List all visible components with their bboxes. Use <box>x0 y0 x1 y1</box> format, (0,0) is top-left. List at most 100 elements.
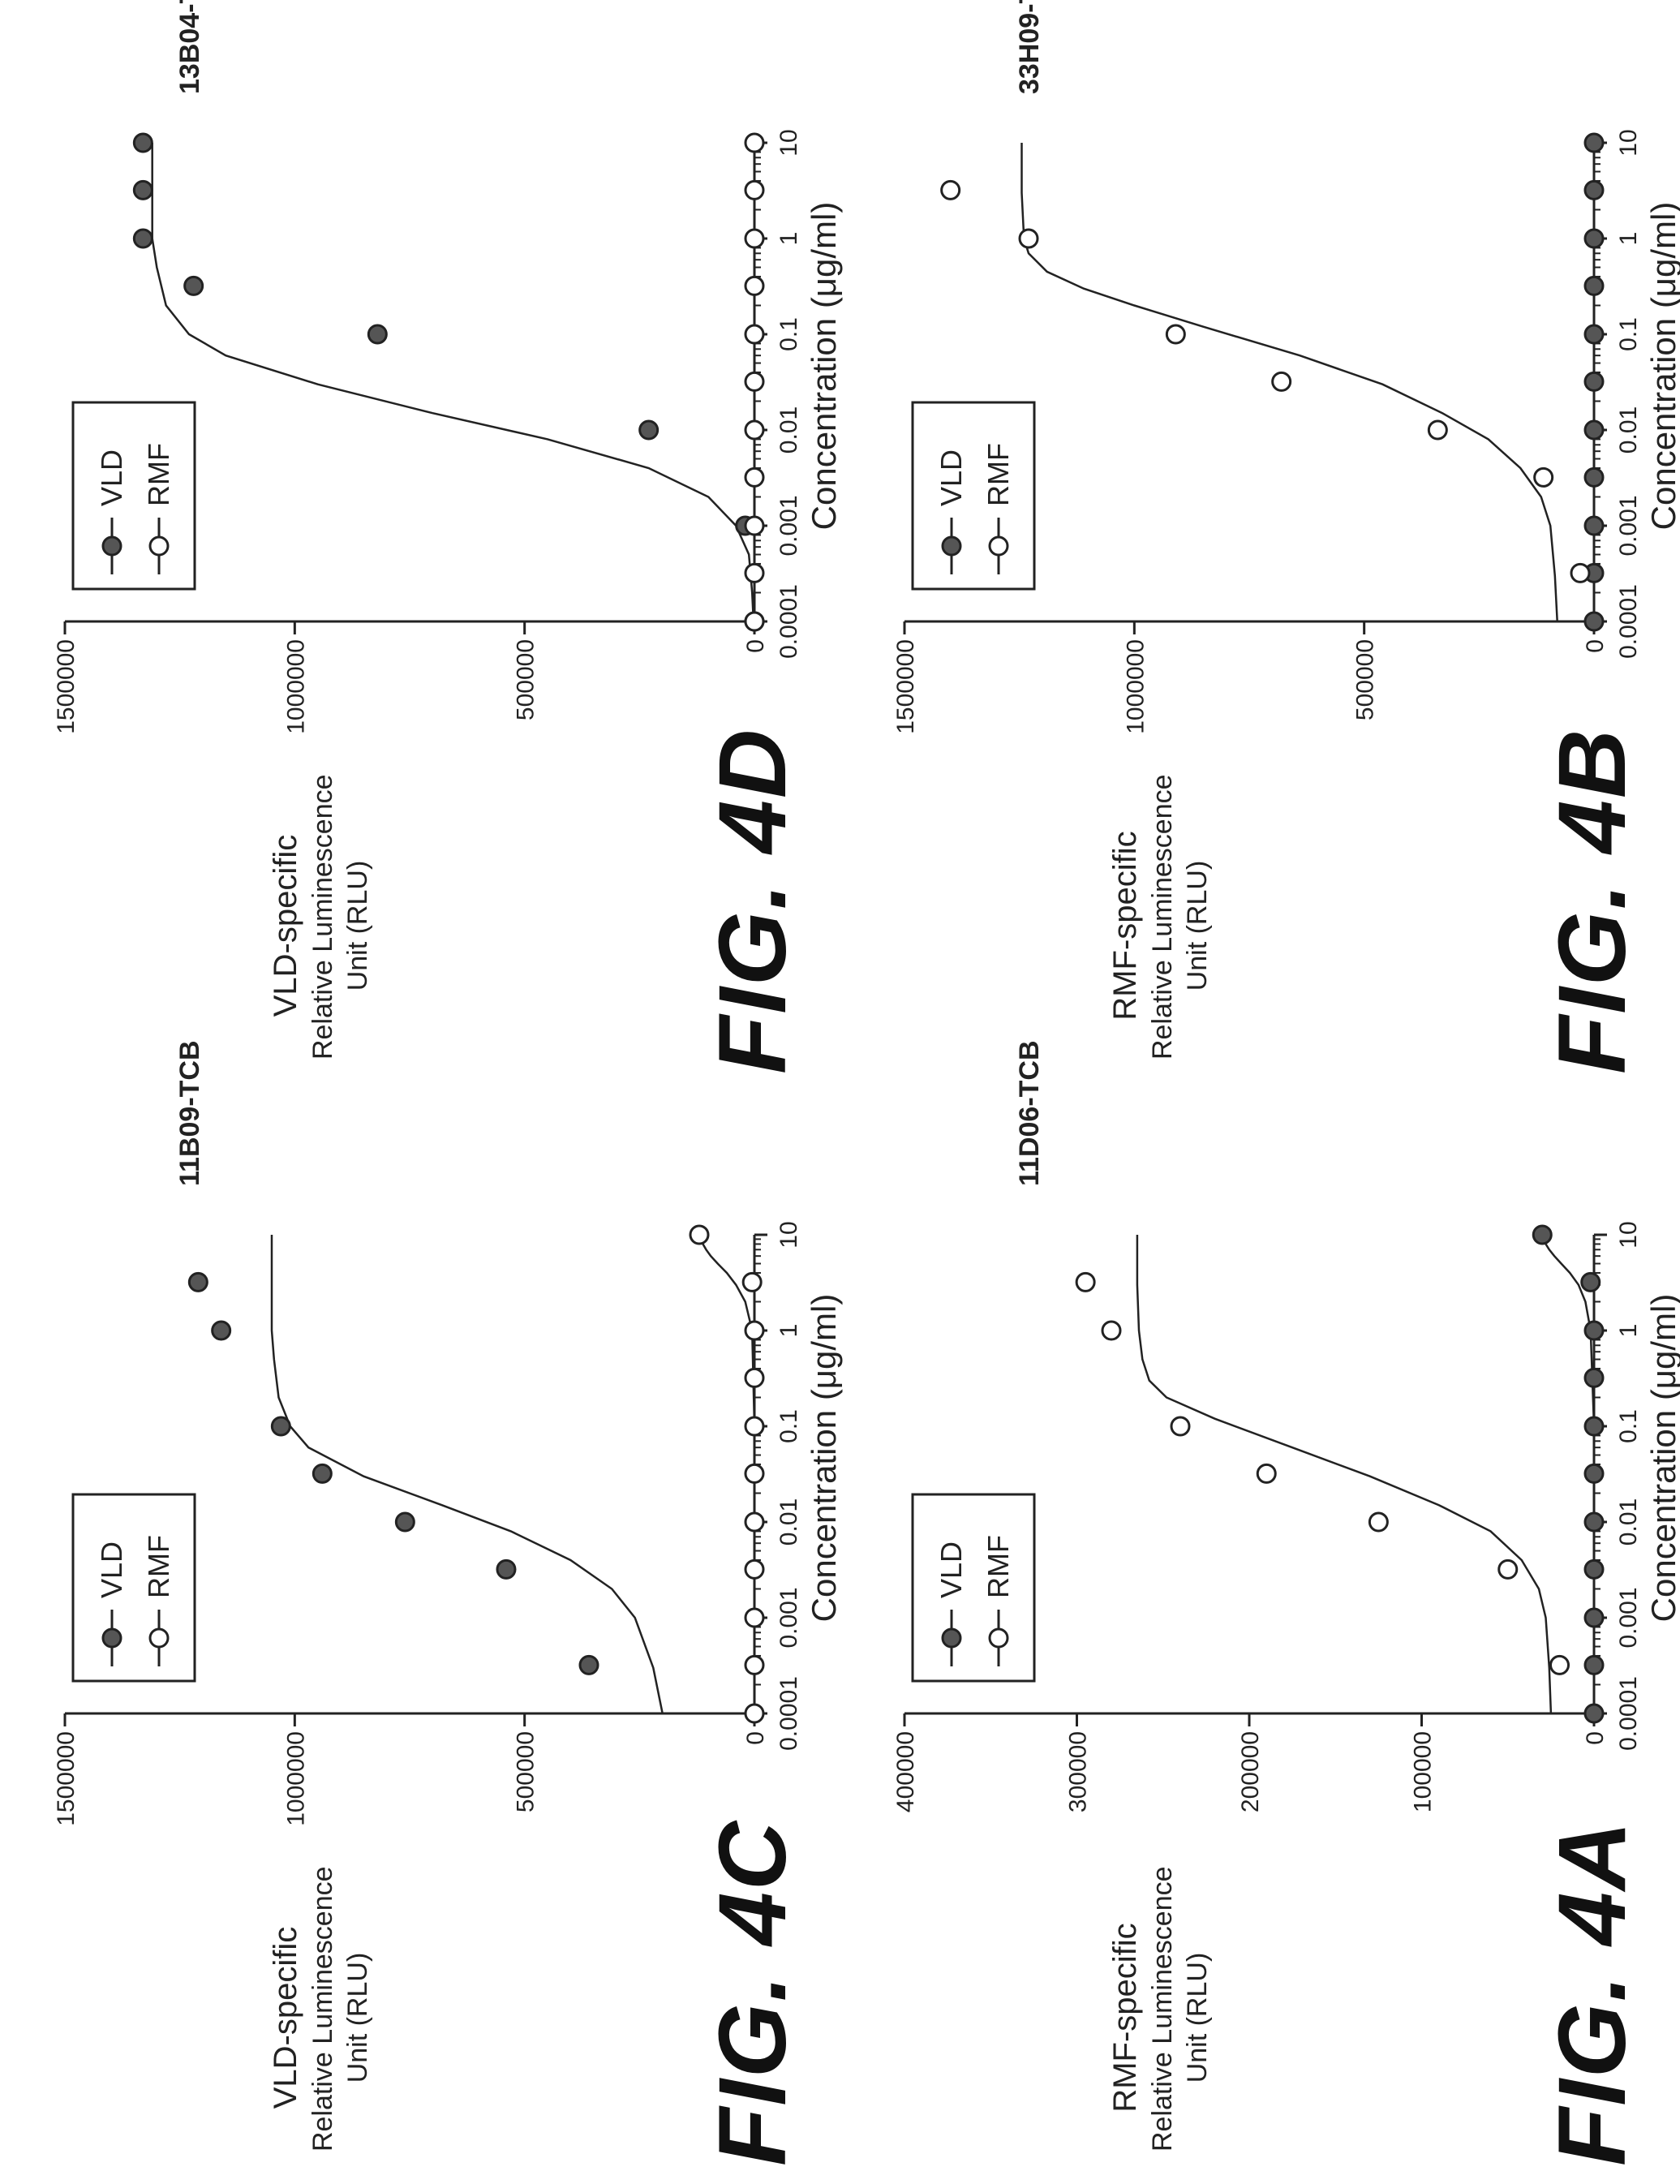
data-point-rmf <box>744 324 765 345</box>
data-point-vld <box>638 419 660 441</box>
data-point-rmf <box>744 275 765 296</box>
data-point-rmf <box>689 1224 710 1245</box>
data-point-vld <box>1583 179 1605 200</box>
data-point-rmf <box>1271 371 1292 392</box>
y-tick-label: 0 <box>742 639 769 653</box>
y-tick-label: 100000 <box>1410 1731 1437 1812</box>
data-point-rmf <box>1368 1511 1389 1533</box>
data-point-rmf <box>744 1558 765 1580</box>
data-point-rmf <box>1101 1320 1122 1341</box>
legend-box <box>911 401 1036 591</box>
x-tick-label: 0.1 <box>776 317 802 351</box>
data-point-rmf <box>744 132 765 153</box>
y-tick-label: 0 <box>1582 639 1609 653</box>
legend-marker <box>941 1627 962 1649</box>
y-tick-label: 200000 <box>1237 1731 1264 1812</box>
x-axis-label: Concentration (μg/ml) <box>1644 1294 1680 1623</box>
legend-label-vld: VLD <box>95 449 128 506</box>
data-point-rmf <box>744 179 765 200</box>
legend-label-vld: VLD <box>935 449 968 506</box>
data-point-rmf <box>744 228 765 249</box>
data-point-rmf <box>744 1463 765 1484</box>
x-axis-label: Concentration (μg/ml) <box>805 1294 843 1623</box>
fit-curve-vld <box>1541 1234 1596 1713</box>
legend-marker <box>101 535 122 557</box>
data-point-vld <box>1583 371 1605 392</box>
x-tick-label: 1 <box>776 232 802 246</box>
x-tick-label: 10 <box>1615 1221 1642 1248</box>
data-point-vld <box>1583 275 1605 296</box>
panel-4d: FIG. 4D VLD-specific Relative Luminescen… <box>0 0 843 1092</box>
data-point-rmf <box>1570 562 1591 583</box>
x-tick-label: 0.01 <box>1615 406 1642 454</box>
legend-label-vld: VLD <box>95 1541 128 1598</box>
data-point-rmf <box>744 562 765 583</box>
data-point-rmf <box>744 1320 765 1341</box>
data-point-vld <box>1583 1607 1605 1628</box>
data-point-vld <box>1583 1511 1605 1533</box>
y-tick-label: 500000 <box>513 1731 539 1812</box>
data-point-rmf <box>744 1367 765 1388</box>
legend-label-rmf: RMF <box>142 1535 175 1598</box>
fit-curve-rmf <box>698 1234 756 1713</box>
x-tick-label: 10 <box>1615 129 1642 156</box>
data-point-rmf <box>744 1703 765 1724</box>
legend-box <box>911 1493 1036 1683</box>
data-point-rmf <box>1533 466 1554 488</box>
panel-4c: FIG. 4C VLD-specific Relative Luminescen… <box>0 1040 843 2184</box>
y-tick-label: 0 <box>742 1731 769 1745</box>
y-tick-label: 1000000 <box>282 1731 309 1826</box>
data-point-vld <box>1583 228 1605 249</box>
data-point-rmf <box>1256 1463 1277 1484</box>
data-point-rmf <box>1549 1654 1570 1675</box>
data-point-vld <box>132 179 153 200</box>
data-point-vld <box>578 1654 599 1675</box>
chart-svg: 0.0001 0.001 0.01 0.1 1 10 0 500000 1000000 15000… <box>53 1221 843 1826</box>
data-point-vld <box>1583 1703 1605 1724</box>
x-axis-label: Concentration (μg/ml) <box>1644 202 1680 531</box>
data-point-vld <box>1583 611 1605 632</box>
data-point-vld <box>394 1511 415 1533</box>
legend-label-rmf: RMF <box>142 443 175 506</box>
legend-marker <box>101 1627 122 1649</box>
legend-label-vld: VLD <box>935 1541 968 1598</box>
y-tick-label: 1500000 <box>53 1731 79 1826</box>
y-tick-label: 500000 <box>513 639 539 720</box>
panel-4b: FIG. 4B RMF-specific Relative Luminescen… <box>840 0 1680 1092</box>
data-point-vld <box>1583 1320 1605 1341</box>
data-point-vld <box>211 1320 232 1341</box>
x-tick-label: 0.001 <box>1615 495 1642 556</box>
chart-svg: 0.0001 0.001 0.01 0.1 1 10 0 500000 1000000 15000… <box>53 129 843 733</box>
x-axis-label: Concentration (μg/ml) <box>805 202 843 531</box>
data-point-vld <box>1583 515 1605 536</box>
data-point-vld <box>1583 1416 1605 1437</box>
y-tick-label: 1000000 <box>1122 639 1149 734</box>
data-point-rmf <box>744 1511 765 1533</box>
legend-marker <box>988 535 1009 557</box>
data-point-rmf <box>744 1607 765 1628</box>
x-tick-label: 0.1 <box>1615 317 1642 351</box>
data-point-rmf <box>741 1271 763 1292</box>
legend-marker <box>148 1627 170 1649</box>
data-point-vld <box>1580 1271 1601 1292</box>
legend-box <box>71 401 196 591</box>
data-point-vld <box>1532 1224 1553 1245</box>
x-tick-label: 0.001 <box>776 1587 802 1648</box>
data-point-vld <box>183 275 204 296</box>
y-tick-label: 400000 <box>892 1731 919 1812</box>
y-tick-label: 1500000 <box>892 639 919 734</box>
data-point-rmf <box>744 466 765 488</box>
legend-label-rmf: RMF <box>982 1535 1015 1598</box>
panel-4a: FIG. 4A RMF-specific Relative Luminescen… <box>840 1040 1680 2184</box>
data-point-vld <box>1583 324 1605 345</box>
data-point-rmf <box>1075 1271 1096 1292</box>
fit-curve-vld <box>151 143 755 622</box>
chart-svg: 0.0001 0.001 0.01 0.1 1 10 0 100000 200000 300000… <box>892 1221 1680 1812</box>
chart-svg: 0.0001 0.001 0.01 0.1 1 10 0 500000 1000000 15000… <box>892 129 1680 734</box>
y-tick-label: 0 <box>1582 1731 1609 1745</box>
data-point-vld <box>270 1416 291 1437</box>
y-tick-label: 300000 <box>1065 1731 1092 1812</box>
x-tick-label: 1 <box>1615 232 1642 246</box>
data-point-vld <box>1583 1367 1605 1388</box>
